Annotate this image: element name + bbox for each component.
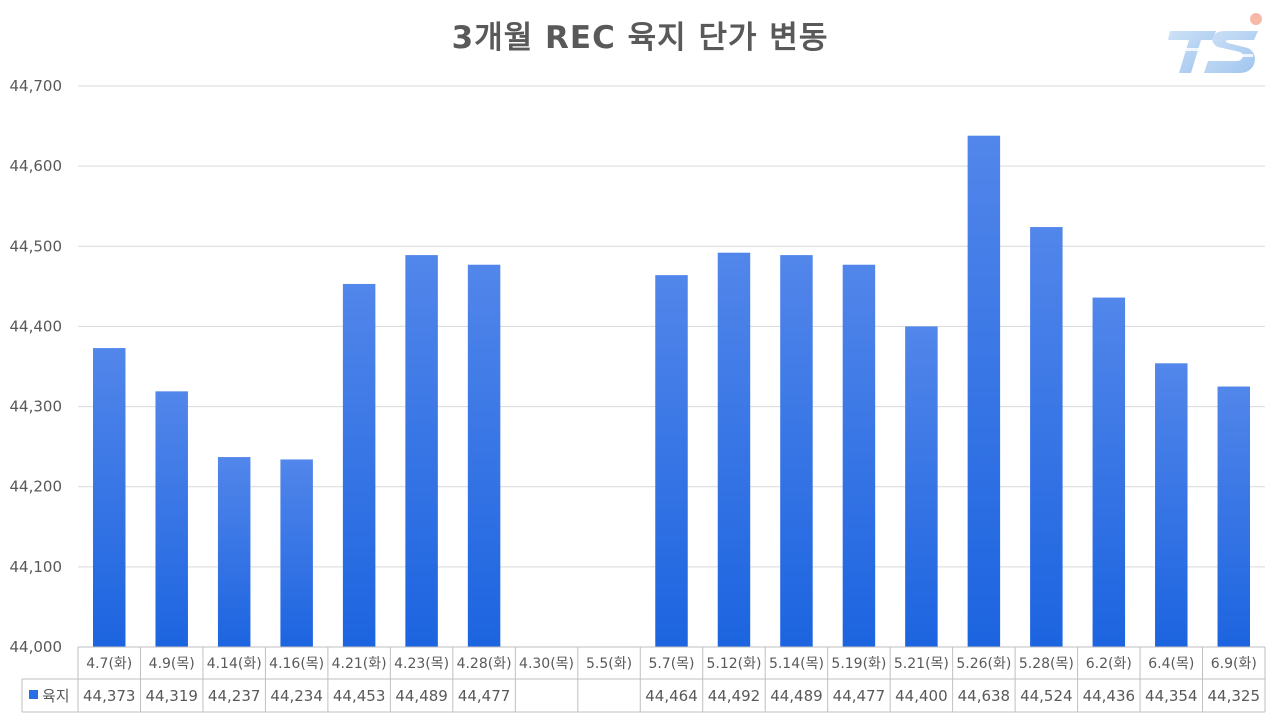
x-tick-label: 5.7(목) (648, 656, 694, 672)
bars (92, 135, 1251, 647)
x-tick-label: 4.7(화) (86, 656, 132, 672)
data-label: 44,436 (1083, 687, 1136, 705)
y-tick-label: 44,600 (10, 157, 63, 175)
data-label: 44,489 (395, 687, 448, 705)
x-tick-label: 5.5(화) (586, 656, 632, 672)
bar (467, 264, 501, 647)
bar (342, 283, 376, 647)
y-tick-label: 44,200 (10, 478, 63, 496)
ts-logo-icon (1168, 13, 1262, 73)
x-tick-label: 6.9(화) (1211, 656, 1257, 672)
x-tick-label: 5.14(목) (769, 656, 824, 672)
x-tick-label: 5.12(화) (706, 656, 761, 672)
data-label: 44,319 (145, 687, 198, 705)
bar (92, 348, 126, 647)
bar (967, 135, 1001, 647)
y-tick-label: 44,700 (10, 77, 63, 95)
y-tick-label: 44,400 (10, 317, 63, 335)
x-tick-label: 4.14(화) (207, 656, 262, 672)
y-tick-label: 44,300 (10, 398, 63, 416)
data-label: 44,489 (770, 687, 823, 705)
data-label: 44,492 (708, 687, 761, 705)
data-label: 44,453 (333, 687, 386, 705)
bar (405, 255, 438, 647)
bar (780, 255, 813, 647)
data-label: 44,234 (270, 687, 323, 705)
data-label: 44,477 (833, 687, 886, 705)
y-tick-label: 44,500 (10, 237, 63, 255)
x-tick-label: 6.4(목) (1148, 656, 1194, 672)
x-tick-label: 4.30(목) (519, 656, 574, 672)
bar (1092, 297, 1126, 647)
bar (1155, 363, 1188, 647)
bar (655, 275, 688, 647)
data-label: 44,524 (1020, 687, 1073, 705)
legend-swatch (29, 690, 38, 699)
bar (1030, 227, 1063, 647)
x-tick-label: 5.21(목) (894, 656, 949, 672)
data-label: 44,638 (958, 687, 1011, 705)
bar (717, 252, 751, 647)
x-tick-label: 4.21(화) (332, 656, 387, 672)
x-tick-label: 5.19(화) (831, 656, 886, 672)
x-tick-label: 4.23(목) (394, 656, 449, 672)
legend-series-name: 육지 (42, 687, 70, 705)
x-tick-label: 4.16(목) (269, 656, 324, 672)
chart-title: 3개월 REC 육지 단가 변동 (451, 20, 829, 56)
x-tick-label: 5.26(화) (956, 656, 1011, 672)
x-tick-label: 5.28(목) (1019, 656, 1074, 672)
bar (905, 326, 938, 647)
bar (217, 457, 251, 647)
x-tick-label: 6.2(화) (1086, 656, 1132, 672)
data-label: 44,237 (208, 687, 261, 705)
data-label: 44,373 (83, 687, 136, 705)
y-axis: 44,000 44,100 44,200 44,300 44,400 44,500 44,6… (10, 77, 63, 656)
data-label: 44,400 (895, 687, 948, 705)
x-tick-label: 4.28(화) (457, 656, 512, 672)
data-label: 44,477 (458, 687, 511, 705)
bar (155, 391, 188, 647)
bar (1217, 386, 1251, 647)
bar (842, 264, 876, 647)
bar (280, 459, 313, 647)
y-tick-label: 44,100 (10, 558, 63, 576)
data-label: 44,325 (1208, 687, 1261, 705)
data-table: 4.7(화) 4.9(목) 4.14(화) 4.16(목) 4.21(화) 4.23(목)… (21, 646, 1266, 713)
data-label: 44,354 (1145, 687, 1198, 705)
data-label: 44,464 (645, 687, 698, 705)
x-tick-label: 4.9(목) (149, 656, 195, 672)
y-tick-label: 44,000 (10, 638, 63, 656)
